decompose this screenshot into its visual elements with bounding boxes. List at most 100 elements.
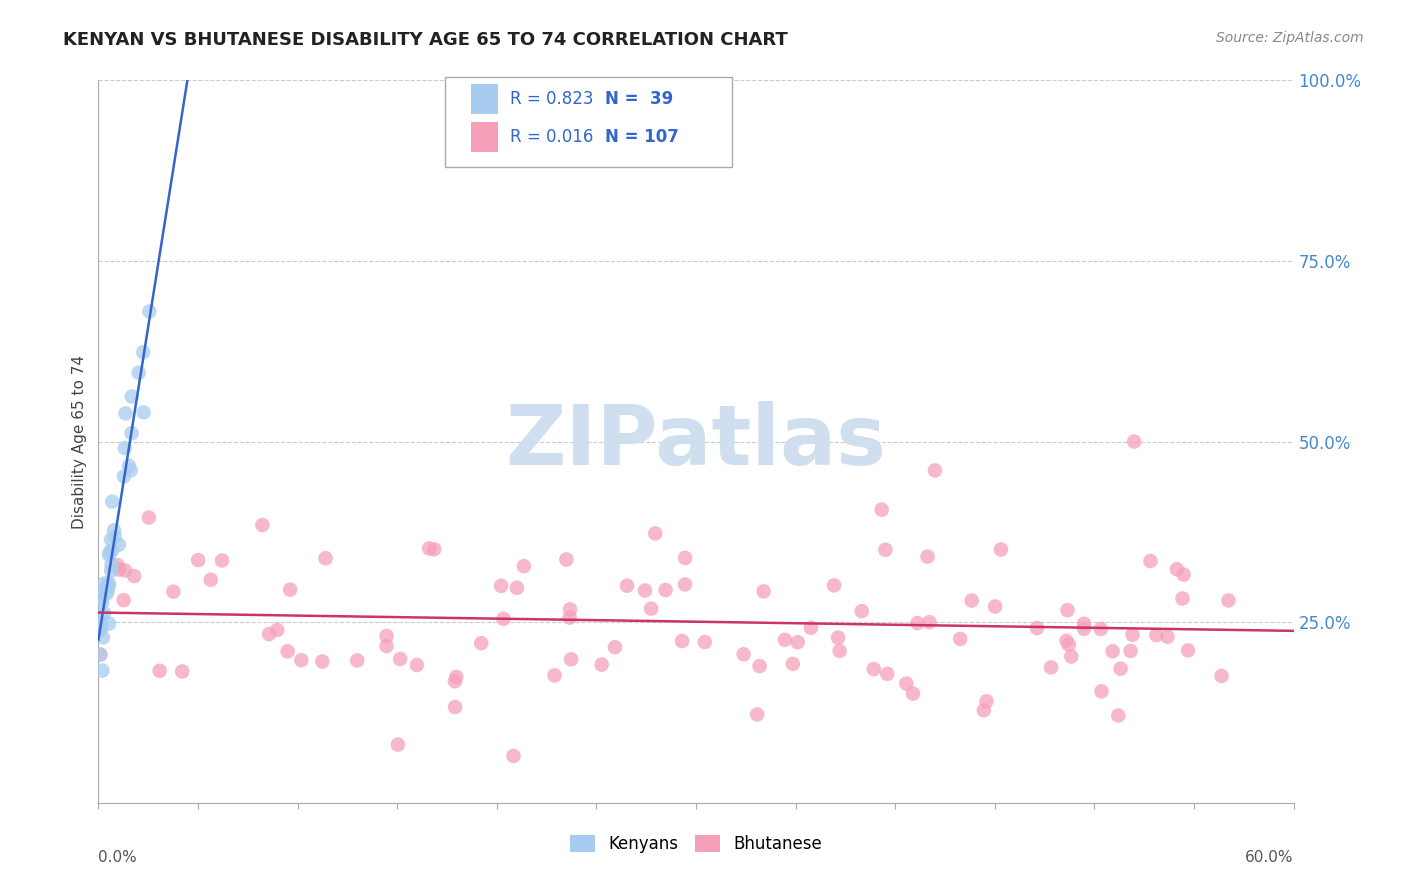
Point [389, 652, 412, 666]
Bar [471, 84, 498, 114]
Legend: Kenyans, Bhutanese: Kenyans, Bhutanese [564, 828, 828, 860]
Point [1173, 567, 1195, 582]
Point [823, 578, 845, 592]
Point [671, 634, 693, 648]
Point [90, 622, 112, 636]
Point [1156, 630, 1178, 644]
Point [644, 526, 666, 541]
Point [257, 627, 280, 641]
Point [905, 615, 928, 630]
Point [91, 631, 114, 645]
Point [828, 644, 851, 658]
Point [918, 615, 941, 629]
Point [924, 463, 946, 477]
Point [870, 502, 893, 516]
Point [100, 558, 122, 572]
Point [107, 558, 129, 573]
Point [252, 518, 274, 533]
Point [1060, 649, 1083, 664]
Point [1171, 591, 1194, 606]
Point [1090, 622, 1112, 636]
Text: N = 107: N = 107 [605, 128, 679, 146]
Point [747, 707, 769, 722]
Point [98, 545, 121, 559]
Point [132, 405, 155, 419]
Point [311, 655, 333, 669]
Point [91, 664, 114, 678]
Point [114, 441, 136, 455]
Point [101, 494, 124, 508]
Point [90, 648, 112, 662]
Point [90, 618, 112, 632]
Point [489, 579, 512, 593]
Point [1107, 708, 1129, 723]
Point [375, 639, 398, 653]
Text: R = 0.823: R = 0.823 [509, 90, 593, 109]
Point [418, 541, 440, 556]
Point [1090, 684, 1112, 698]
Point [162, 584, 184, 599]
Point [89, 648, 111, 662]
Point [91, 595, 114, 609]
Point [266, 623, 288, 637]
Point [121, 426, 143, 441]
Point [132, 345, 155, 359]
Point [1144, 628, 1167, 642]
Point [1057, 638, 1080, 652]
Text: 60.0%: 60.0% [1246, 850, 1294, 864]
Point [733, 647, 755, 661]
Point [187, 553, 209, 567]
Text: KENYAN VS BHUTANESE DISABILITY AGE 65 TO 74 CORRELATION CHART: KENYAN VS BHUTANESE DISABILITY AGE 65 TO… [63, 31, 787, 49]
Point [506, 581, 529, 595]
Point [693, 635, 716, 649]
Point [290, 653, 312, 667]
Point [1119, 644, 1142, 658]
Point [773, 632, 796, 647]
Point [1109, 662, 1132, 676]
Point [444, 700, 467, 714]
Point [616, 579, 638, 593]
Point [875, 542, 897, 557]
Text: R = 0.016: R = 0.016 [509, 128, 593, 146]
Point [96, 583, 118, 598]
Point [375, 629, 398, 643]
Point [172, 665, 194, 679]
Text: 0.0%: 0.0% [98, 850, 138, 864]
Point [558, 610, 581, 624]
Point [98, 548, 121, 562]
Point [1123, 434, 1146, 449]
Point [114, 564, 136, 578]
Point [640, 601, 662, 615]
Point [1139, 554, 1161, 568]
Point [654, 582, 676, 597]
Point [470, 636, 492, 650]
Point [96, 586, 118, 600]
Point [782, 657, 804, 671]
Point [93, 607, 115, 621]
Point [1218, 593, 1240, 607]
Point [603, 640, 626, 654]
Point [555, 552, 578, 566]
Point [200, 573, 222, 587]
Point [446, 670, 468, 684]
Point [423, 542, 446, 557]
Point [591, 657, 613, 672]
Text: ZIPatlas: ZIPatlas [506, 401, 886, 482]
Point [211, 553, 233, 567]
Point [97, 576, 120, 591]
Point [1056, 603, 1078, 617]
Point [949, 632, 972, 646]
Point [91, 608, 114, 623]
Point [990, 542, 1012, 557]
Point [138, 510, 160, 524]
Point [984, 599, 1007, 614]
Point [917, 549, 939, 564]
Point [121, 390, 143, 404]
Point [93, 576, 115, 591]
Point [277, 644, 299, 658]
Point [543, 668, 565, 682]
Point [387, 738, 409, 752]
Point [138, 304, 160, 318]
Text: N =  39: N = 39 [605, 90, 673, 109]
Point [1177, 643, 1199, 657]
